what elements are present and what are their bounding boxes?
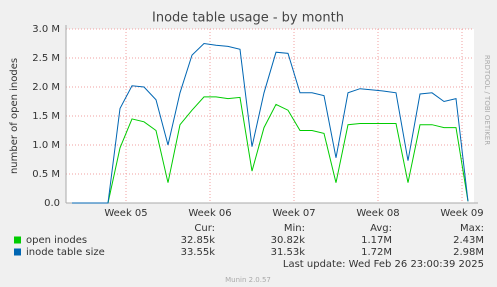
legend-stat: 2.43M [453,235,484,246]
y-tick-label: 1.5 M [32,111,60,122]
legend-header: Max: [460,223,484,234]
chart-title: Inode table usage - by month [152,11,344,26]
legend-stat: 33.55k [181,247,216,258]
watermark: RRDTOOL / TOBI OETIKER [483,55,491,145]
y-tick-label: 3.0 M [32,24,60,35]
x-tick-label: Week 09 [440,208,483,219]
legend-label: inode table size [26,247,105,258]
y-tick-label: 0.5 M [32,169,60,180]
legend-header: Avg: [370,223,392,234]
legend-stat: 1.72M [361,247,392,258]
last-update: Last update: Wed Feb 26 23:00:39 2025 [283,259,484,270]
legend-stat: 32.85k [181,235,216,246]
y-tick-label: 2.5 M [32,53,60,64]
legend-stat: 2.98M [453,247,484,258]
y-axis-label: number of open inodes [9,58,20,174]
legend-swatch [14,248,21,256]
legend-stat: 1.17M [361,235,392,246]
x-tick-label: Week 08 [356,208,399,219]
legend-stat: 30.82k [271,235,306,246]
y-tick-label: 1.0 M [32,140,60,151]
x-tick-label: Week 05 [104,208,147,219]
x-tick-label: Week 06 [188,208,231,219]
series-line [72,42,469,204]
legend-label: open inodes [26,235,87,246]
legend-stat: 31.53k [271,247,306,258]
legend-swatch [14,236,21,244]
footer: Munin 2.0.57 [225,276,271,284]
series-line [72,96,469,204]
x-tick-label: Week 07 [272,208,315,219]
legend-header: Cur: [194,223,215,234]
legend-header: Min: [284,223,305,234]
y-tick-label: 2.0 M [32,82,60,93]
y-tick-label: 0.0 [44,198,60,209]
